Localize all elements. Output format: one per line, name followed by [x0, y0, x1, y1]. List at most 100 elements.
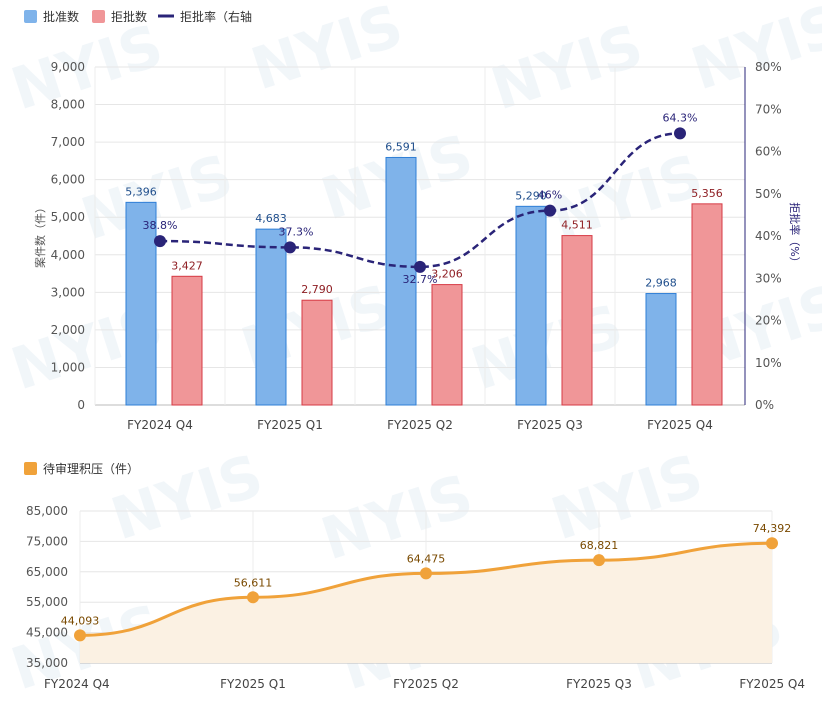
y-tick-label: 0 — [77, 398, 85, 412]
x-tick-label: FY2025 Q3 — [566, 677, 632, 691]
bar-rejected — [561, 235, 593, 406]
legend-label-backlog: 待审理积压（件） — [43, 461, 139, 476]
data-label-rate: 37.3% — [279, 225, 314, 238]
data-label-rate: 46% — [538, 189, 562, 202]
chart1-y-axis-right: 0% 10% 20% 30% 40% 50% 60% 70% 80% — [755, 60, 782, 412]
chart1-y-axis: 0 1,000 2,000 3,000 4,000 5,000 6,000 7,000 8,00… — [51, 60, 85, 412]
data-label-approved: 5,290 — [515, 189, 547, 202]
bar-rejected — [431, 284, 463, 406]
legend-label-rejected: 拒批数 — [111, 9, 147, 24]
chart1-y-axis-title: 案件数（件） — [33, 202, 47, 268]
y-right-tick-label: 80% — [755, 60, 782, 74]
legend-swatch-backlog — [24, 462, 37, 475]
data-label-backlog: 64,475 — [407, 552, 446, 565]
y-tick-label: 8,000 — [51, 98, 85, 112]
y-right-tick-label: 70% — [755, 102, 782, 116]
x-tick-label: FY2025 Q3 — [517, 418, 583, 432]
data-label-rejected: 4,511 — [561, 219, 593, 232]
y-tick-label: 1,000 — [51, 360, 85, 374]
data-label-backlog: 74,392 — [753, 522, 792, 535]
rate-point — [414, 260, 426, 273]
data-label-approved: 4,683 — [255, 212, 287, 225]
y-right-tick-label: 50% — [755, 187, 782, 201]
data-label-rate: 32.7% — [403, 273, 438, 286]
watermark-text: NYIS — [103, 441, 270, 553]
backlog-point — [420, 567, 432, 580]
bar-approved — [515, 205, 547, 406]
rate-point — [674, 127, 686, 140]
legend-label-rate: 拒批率（右轴 — [180, 9, 252, 24]
x-tick-label: FY2024 Q4 — [127, 418, 193, 432]
backlog-point — [74, 629, 86, 642]
y-right-tick-label: 30% — [755, 271, 782, 285]
x-tick-label: FY2025 Q2 — [393, 677, 459, 691]
watermark-text: NYIS — [313, 461, 480, 573]
data-label-rate: 64.3% — [663, 111, 698, 124]
y-tick-label: 5,000 — [51, 210, 85, 224]
chart2-area: 44,093 56,611 64,475 68,821 74,392 — [61, 522, 792, 663]
rate-point — [154, 235, 166, 248]
data-label-rejected: 2,790 — [301, 283, 333, 296]
data-label-backlog: 44,093 — [61, 614, 100, 627]
data-label-rejected: 5,356 — [691, 187, 723, 200]
bar-approved — [385, 156, 417, 406]
bar-rejected — [171, 275, 203, 406]
chart1-gridlines — [94, 66, 746, 406]
y-tick-label: 45,000 — [26, 626, 68, 640]
backlog-area-fill — [80, 543, 772, 663]
data-label-approved: 2,968 — [645, 277, 677, 290]
y-tick-label: 65,000 — [26, 565, 68, 579]
data-label-rate: 38.8% — [143, 219, 178, 232]
y-tick-label: 2,000 — [51, 323, 85, 337]
bar-rejected — [691, 203, 723, 406]
x-tick-label: FY2025 Q4 — [739, 677, 805, 691]
backlog-point — [593, 554, 605, 567]
chart1-bars: 5,396 4,683 6,591 5,290 2,968 3,427 2,790 3,206… — [125, 140, 723, 406]
x-tick-label: FY2024 Q4 — [44, 677, 110, 691]
rate-point — [544, 204, 556, 217]
watermark-text: NYIS — [463, 291, 630, 403]
chart2-y-axis: 35,000 45,000 55,000 65,000 75,000 85,000 — [26, 504, 68, 670]
x-tick-label: FY2025 Q1 — [220, 677, 286, 691]
bar-approved — [255, 228, 287, 406]
chart2-legend[interactable]: 待审理积压（件） — [24, 461, 139, 476]
chart1-rate-line: 38.8% 37.3% 32.7% 46% 64.3% — [143, 111, 698, 286]
data-label-approved: 5,396 — [125, 185, 157, 198]
y-tick-label: 75,000 — [26, 534, 68, 548]
y-tick-label: 6,000 — [51, 173, 85, 187]
y-right-tick-label: 10% — [755, 356, 782, 370]
bar-rejected — [301, 299, 333, 406]
chart1-x-axis: FY2024 Q4 FY2025 Q1 FY2025 Q2 FY2025 Q3 FY20… — [127, 418, 713, 432]
chart2-x-axis: FY2024 Q4 FY2025 Q1 FY2025 Q2 FY2025 Q3 FY20… — [44, 677, 805, 691]
y-tick-label: 85,000 — [26, 504, 68, 518]
chart1-y-axis-right-title: 拒批率（%） — [788, 202, 802, 267]
backlog-point — [766, 537, 778, 550]
chart1-legend[interactable]: 批准数 拒批数 拒批率（右轴 — [24, 9, 252, 24]
y-tick-label: 4,000 — [51, 248, 85, 262]
watermark-text: NYIS — [543, 441, 710, 553]
legend-label-approved: 批准数 — [43, 9, 79, 24]
x-tick-label: FY2025 Q1 — [257, 418, 323, 432]
y-right-tick-label: 60% — [755, 145, 782, 159]
y-tick-label: 9,000 — [51, 60, 85, 74]
legend-swatch-approved — [24, 10, 37, 23]
y-right-tick-label: 0% — [755, 398, 774, 412]
data-label-backlog: 56,611 — [234, 576, 273, 589]
x-tick-label: FY2025 Q2 — [387, 418, 453, 432]
rate-line-path — [159, 132, 681, 269]
data-label-approved: 6,591 — [385, 140, 417, 153]
data-label-backlog: 68,821 — [580, 539, 619, 552]
bar-approved — [645, 293, 677, 406]
y-right-tick-label: 20% — [755, 314, 782, 328]
data-label-rejected: 3,427 — [171, 259, 203, 272]
data-label-rejected: 3,206 — [431, 268, 463, 281]
y-tick-label: 3,000 — [51, 285, 85, 299]
x-tick-label: FY2025 Q4 — [647, 418, 713, 432]
y-right-tick-label: 40% — [755, 229, 782, 243]
y-tick-label: 7,000 — [51, 135, 85, 149]
y-tick-label: 35,000 — [26, 656, 68, 670]
watermark-text: NYIS — [683, 0, 822, 103]
backlog-point — [247, 591, 259, 604]
legend-swatch-rejected — [92, 10, 105, 23]
